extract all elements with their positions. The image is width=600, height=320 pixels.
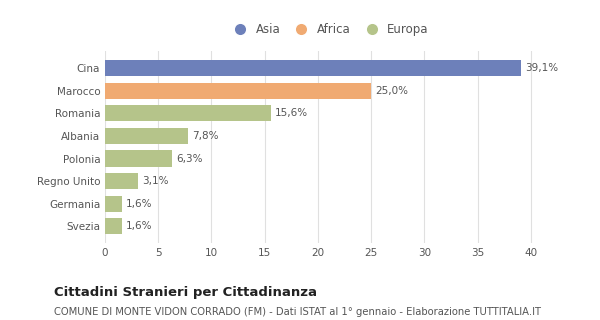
Bar: [105, 60, 521, 76]
Text: 15,6%: 15,6%: [275, 108, 308, 118]
Text: 1,6%: 1,6%: [126, 221, 153, 231]
Text: 39,1%: 39,1%: [526, 63, 559, 73]
Bar: [105, 83, 371, 99]
Bar: [105, 105, 271, 121]
Text: Cittadini Stranieri per Cittadinanza: Cittadini Stranieri per Cittadinanza: [54, 286, 317, 300]
Text: 7,8%: 7,8%: [192, 131, 219, 141]
Text: 6,3%: 6,3%: [176, 154, 203, 164]
Text: COMUNE DI MONTE VIDON CORRADO (FM) - Dati ISTAT al 1° gennaio - Elaborazione TUT: COMUNE DI MONTE VIDON CORRADO (FM) - Dat…: [54, 307, 541, 317]
Bar: [105, 218, 122, 235]
Bar: [105, 128, 188, 144]
Bar: [105, 150, 172, 167]
Text: 25,0%: 25,0%: [376, 86, 409, 96]
Text: 1,6%: 1,6%: [126, 199, 153, 209]
Bar: [105, 196, 122, 212]
Text: 3,1%: 3,1%: [142, 176, 169, 186]
Legend: Asia, Africa, Europa: Asia, Africa, Europa: [224, 19, 433, 41]
Bar: [105, 173, 138, 189]
